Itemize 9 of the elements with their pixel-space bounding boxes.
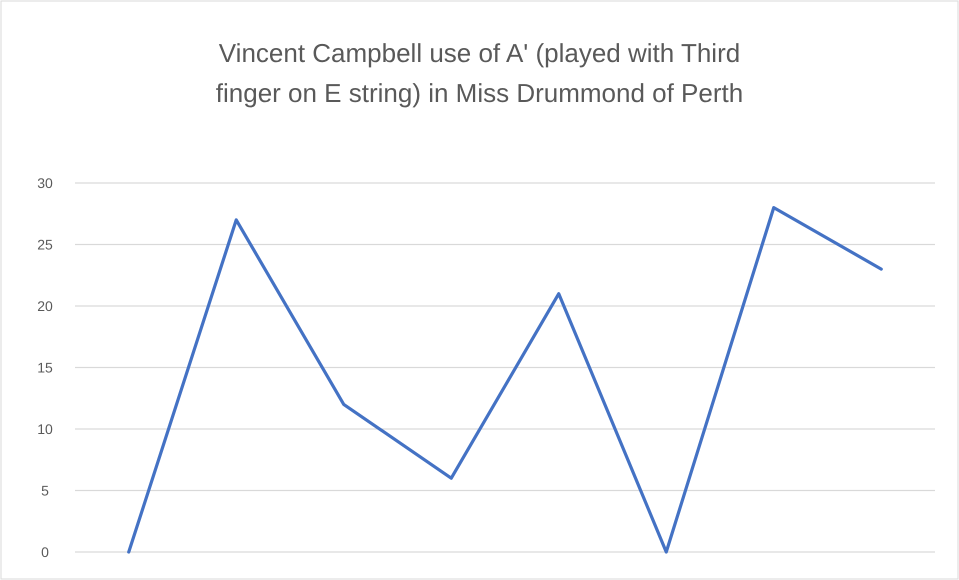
y-tick-label: 15 — [37, 359, 53, 376]
y-tick-label: 30 — [37, 174, 53, 191]
y-tick-label: 5 — [41, 482, 50, 498]
y-tick-label: 0 — [41, 544, 50, 560]
y-tick-label: 10 — [37, 420, 53, 437]
chart-title: Vincent Campbell use of A' (played with Third finger on E string) in Miss Drummond of Perth — [216, 38, 744, 108]
y-tick-label: 25 — [37, 236, 53, 252]
y-tick-label: 20 — [37, 298, 53, 314]
line-series — [127, 206, 883, 554]
